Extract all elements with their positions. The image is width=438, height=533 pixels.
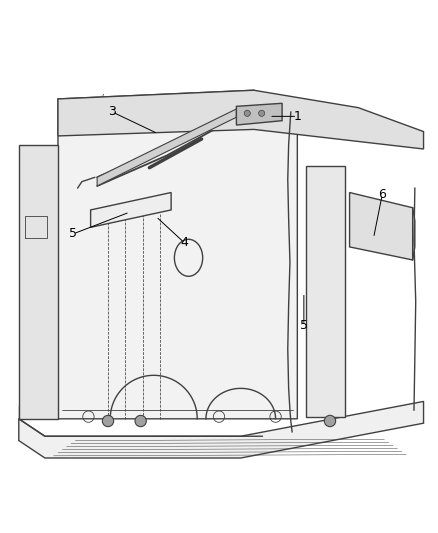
Polygon shape <box>58 90 297 419</box>
Polygon shape <box>237 103 282 125</box>
Text: 5: 5 <box>300 319 308 332</box>
Circle shape <box>135 415 146 426</box>
Polygon shape <box>350 192 413 260</box>
Polygon shape <box>19 401 424 458</box>
Polygon shape <box>97 109 237 186</box>
Polygon shape <box>19 144 58 419</box>
Text: 5: 5 <box>69 228 77 240</box>
Circle shape <box>244 110 251 116</box>
Circle shape <box>102 415 114 426</box>
Text: 4: 4 <box>180 236 188 249</box>
Text: 3: 3 <box>109 106 117 118</box>
Polygon shape <box>58 90 424 149</box>
Circle shape <box>324 415 336 426</box>
Text: 6: 6 <box>378 188 386 201</box>
Circle shape <box>258 110 265 116</box>
Polygon shape <box>91 192 171 228</box>
Text: 1: 1 <box>293 110 301 123</box>
Polygon shape <box>306 166 345 417</box>
